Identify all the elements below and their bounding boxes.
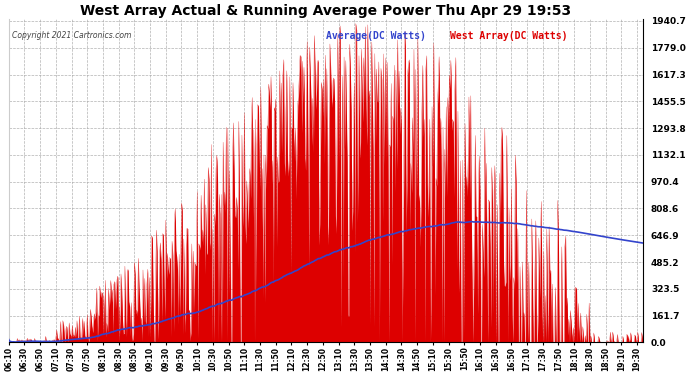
Text: Average(DC Watts): Average(DC Watts) [326, 31, 426, 40]
Text: Copyright 2021 Cartronics.com: Copyright 2021 Cartronics.com [12, 31, 131, 40]
Title: West Array Actual & Running Average Power Thu Apr 29 19:53: West Array Actual & Running Average Powe… [81, 4, 571, 18]
Text: West Array(DC Watts): West Array(DC Watts) [450, 31, 567, 40]
